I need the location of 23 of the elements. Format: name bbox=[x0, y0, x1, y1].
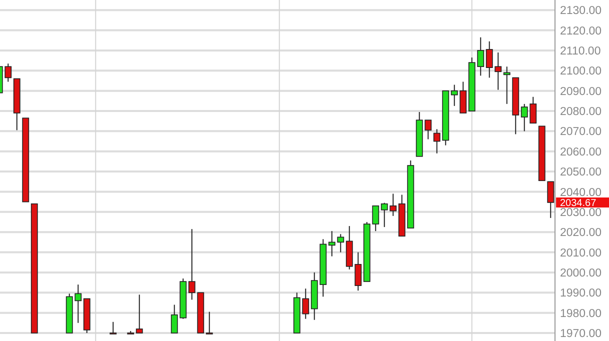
y-tick-label: 2130.00 bbox=[560, 5, 602, 18]
candlestick bbox=[547, 181, 554, 218]
y-tick-label: 2100.00 bbox=[560, 66, 602, 78]
y-tick-label: 1970.00 bbox=[560, 328, 602, 340]
candlestick bbox=[110, 321, 117, 334]
y-tick-label: 2110.00 bbox=[560, 45, 601, 58]
y-tick-label: 2030.00 bbox=[560, 206, 602, 219]
y-tick-label: 2050.00 bbox=[560, 166, 602, 179]
y-tick-label: 2120.00 bbox=[560, 25, 602, 38]
y-tick-label: 2010.00 bbox=[560, 247, 602, 260]
y-tick-label: 2070.00 bbox=[560, 126, 602, 138]
y-tick-label: 2000.00 bbox=[560, 267, 602, 280]
y-tick-label: 2020.00 bbox=[560, 227, 602, 240]
candlestick bbox=[503, 66, 510, 104]
candlestick bbox=[136, 294, 143, 334]
y-tick-label: 1980.00 bbox=[560, 308, 602, 320]
y-tick-label: 2060.00 bbox=[560, 146, 602, 158]
candlestick bbox=[206, 311, 213, 334]
text: 2034.67 bbox=[560, 198, 597, 209]
y-tick-label: 2080.00 bbox=[560, 106, 602, 118]
y-tick-label: 2040.00 bbox=[560, 186, 602, 199]
y-tick-label: 1990.00 bbox=[560, 288, 602, 300]
y-tick-label: 2090.00 bbox=[560, 86, 602, 98]
